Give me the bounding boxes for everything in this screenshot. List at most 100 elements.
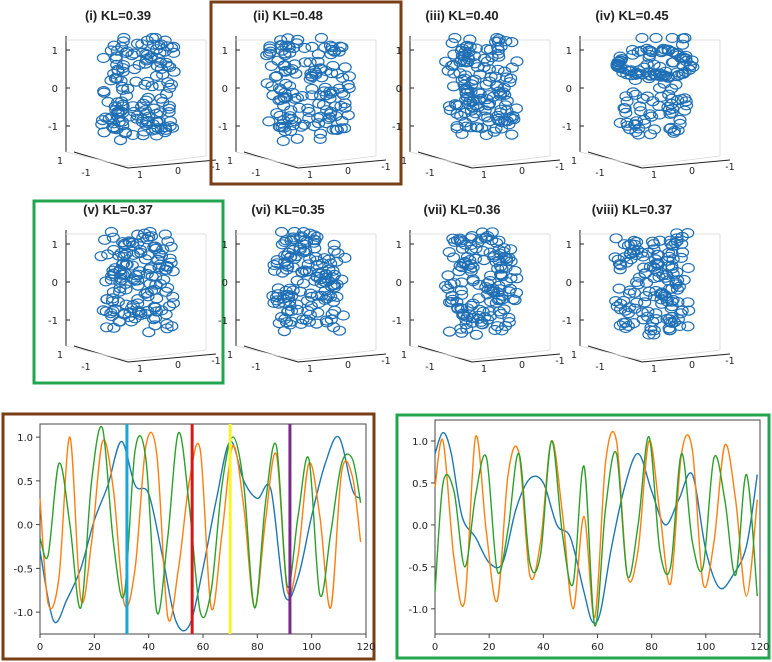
scatter-point [126,129,140,141]
scatter-point [445,291,459,302]
scatter-point [289,251,303,262]
scatter-point [118,240,132,251]
base-tick-label: 0 [175,166,181,177]
scatter-point [637,118,652,129]
z-tick-label: -1 [48,316,58,327]
scatter-point [478,312,492,323]
scatter-point [464,105,478,116]
scatter-point [459,319,473,330]
scatter-markers [439,32,524,141]
y-axis-line [641,353,731,363]
scatter-point [468,74,482,85]
scatter-point [108,263,122,274]
base-tick-label: 1 [137,364,143,375]
scatter-point [679,100,694,111]
scatter-point [113,135,128,146]
grid-line [579,345,641,361]
scatter-point [492,86,506,97]
scatter-point [104,226,119,238]
scatter-point [162,100,176,112]
base-tick-label: 0 [175,360,181,371]
scatter-point [294,318,308,329]
scatter-point [160,318,174,330]
scatter-point [107,322,121,333]
scatter-point [275,239,289,250]
y-tick-label: -1.0 [13,608,33,619]
scatter-point [116,84,130,95]
scatter-point [307,230,321,241]
base-tick-label: 1 [481,364,487,375]
scatter-point [462,98,476,110]
scatter-point [638,268,652,279]
scatter-point [505,36,519,48]
scatter-point [662,89,676,100]
scatter-point [460,303,474,314]
grid-line [579,151,641,167]
scatter-point [145,32,159,44]
scatter-point [316,99,331,111]
y-tick-label: 0.5 [17,477,33,488]
scatter-point [506,294,520,305]
scatter-point [471,62,485,73]
scatter-point [325,41,339,53]
grid [579,233,721,361]
scatter-point [663,108,677,119]
scatter-point [323,93,337,104]
scatter-point [657,78,671,89]
z-tick-label: -1 [218,316,228,327]
base-tick-label: -1 [725,162,734,173]
scatter-point [277,60,291,71]
scatter-point [638,297,652,308]
scatter-point [327,245,341,256]
scatter-point [267,297,281,308]
scatter-point [137,126,151,137]
scatter-point [475,318,489,329]
scatter-point [310,271,324,282]
scatter-point [503,77,517,88]
scatter-point [618,305,633,316]
scatter-point [635,32,649,44]
z-axis [409,230,561,363]
scatter-point [499,36,513,47]
scatter-point [634,106,648,117]
scatter-point [443,104,457,116]
scatter-point [108,73,123,84]
panel-highlight-frame [209,0,403,186]
x-tick-label: 100 [302,642,321,653]
scatter-point [479,79,493,90]
scatter-point [153,107,167,118]
scatter-point [156,69,170,80]
scatter-point [160,41,174,52]
scatter-point [109,53,123,65]
scatter3d-panel: (viii) KL=0.37 1 0 -1 1 -1 1 0 -1 [562,202,735,375]
scatter3d-panel: (iv) KL=0.45 1 0 -1 1 -1 1 0 -1 [562,8,735,181]
scatter-point [629,236,644,248]
scatter-point [644,111,659,122]
scatter-point [664,122,678,134]
x-tick-label: 20 [483,642,496,653]
grid-line [639,155,721,167]
panel-title: (i) KL=0.39 [85,8,151,23]
scatter-point [441,270,455,281]
scatter-point [494,104,508,115]
scatter-point [633,101,647,112]
scatter-point [492,255,506,266]
x-tick-label: 20 [88,642,101,653]
scatter-point [497,304,511,315]
scatter-point [453,68,467,79]
scatter-point [159,57,173,69]
scatter-point [106,232,120,243]
y-axis-line [471,159,561,169]
scatter-point [447,49,461,60]
scatter-point [662,261,676,272]
scatter-point [509,103,524,114]
panel-highlight-frame [32,199,225,385]
x-tick-label: 120 [750,642,769,653]
scatter-point [270,295,284,306]
scatter-point [94,251,108,262]
scatter-point [106,306,120,317]
scatter-point [166,291,180,302]
scatter-point [619,317,633,328]
z-tick-label: 0 [52,278,58,289]
y-tick-label: -0.5 [408,563,428,574]
